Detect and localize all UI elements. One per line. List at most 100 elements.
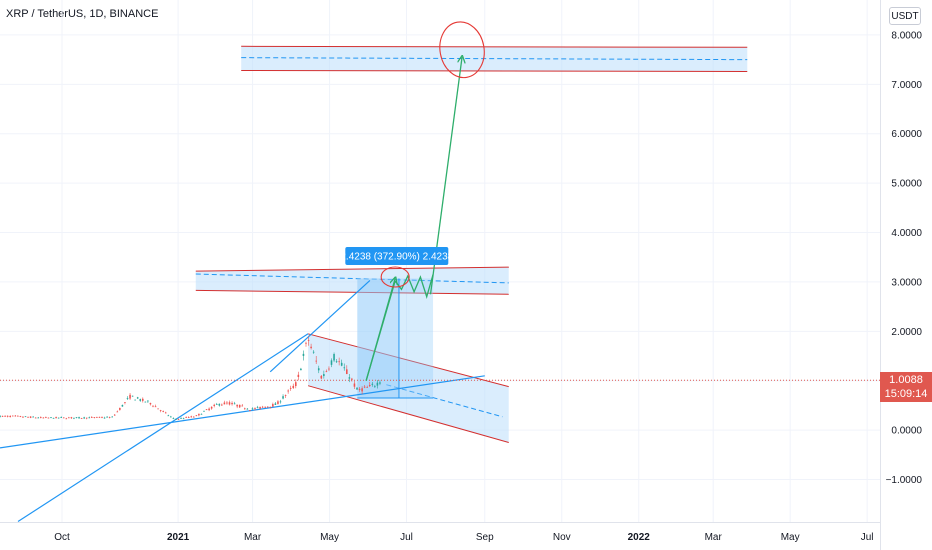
candle-body (221, 404, 223, 406)
resistance-circle (380, 266, 410, 288)
candle-body (73, 417, 75, 419)
candle-body (333, 354, 335, 361)
trendline-extension (269, 280, 371, 373)
candle-body (244, 408, 246, 410)
candle-body (295, 382, 297, 387)
candle-body (346, 369, 348, 375)
candle-body (4, 415, 6, 417)
candle-body (284, 395, 287, 396)
candle-body (226, 402, 228, 404)
price-axis: 8.0000 7.0000 6.0000 5.0000 4.0000 3.0000 2.00… (880, 0, 922, 550)
candle-body (259, 406, 261, 409)
time-axis: Oct 2021 Mar May Jul Sep Nov 2022 Mar May Jul (0, 522, 880, 543)
support-trendline (0, 375, 485, 449)
candle-body (228, 402, 231, 405)
candle-body (297, 374, 300, 378)
candle-body (272, 404, 274, 407)
candle-body (328, 368, 330, 370)
x-tick-label: 2021 (167, 532, 190, 543)
candle-body (320, 375, 323, 379)
candle-body (190, 416, 193, 418)
candle-body (136, 397, 139, 399)
candle-body (152, 405, 154, 407)
candle-body (68, 417, 70, 419)
price-candles (0, 336, 381, 420)
candle-body (238, 404, 241, 408)
candle-body (353, 383, 356, 387)
candle-body (182, 418, 185, 420)
candle-body (103, 417, 106, 419)
x-tick-label: Mar (244, 532, 262, 543)
candle-body (282, 396, 284, 399)
x-tick-label: Oct (54, 532, 70, 543)
x-tick-label: Sep (476, 532, 494, 543)
candle-body (80, 418, 83, 419)
candle-body (261, 406, 264, 408)
candle-body (300, 368, 302, 371)
candle-body (78, 417, 80, 419)
candle-body (32, 416, 34, 418)
candle-body (98, 416, 101, 418)
candle-body (302, 353, 305, 356)
zone-top-line (241, 45, 748, 48)
candle-body (374, 386, 376, 388)
candle-body (279, 401, 282, 403)
candle-body (14, 415, 17, 417)
candle-body (251, 408, 254, 410)
candle-body (85, 417, 88, 419)
candle-body (111, 416, 113, 418)
candle-body (330, 360, 333, 365)
candle-body (379, 382, 381, 384)
candle-body (180, 417, 182, 419)
candle-body (29, 416, 32, 418)
candle-body (93, 417, 96, 418)
candle-body (9, 415, 11, 418)
candle-body (264, 406, 266, 408)
candle-body (208, 408, 210, 411)
currency-button[interactable]: USDT (889, 7, 921, 25)
y-tick-label: 3.0000 (891, 277, 922, 288)
candle-body (185, 417, 187, 418)
zone-bottom-line (241, 70, 748, 73)
candle-body (17, 415, 19, 417)
candle-body (70, 417, 73, 419)
candle-body (358, 388, 361, 390)
candle-body (269, 406, 272, 408)
candle-body (149, 403, 152, 405)
y-tick-label: 2.0000 (891, 327, 922, 338)
measure-box (398, 278, 434, 399)
candle-body (266, 406, 269, 408)
candle-body (340, 362, 343, 366)
candle-body (19, 416, 22, 417)
candle-body (22, 416, 24, 418)
candle-body (325, 371, 328, 373)
candle-body (0, 415, 1, 418)
last-price-value: 1.0088 (889, 374, 923, 386)
y-tick-label: 8.0000 (891, 30, 922, 41)
candle-body (144, 401, 147, 403)
candle-body (305, 342, 307, 344)
candle-body (287, 390, 289, 392)
candle-body (210, 406, 213, 409)
y-tick-label: 7.0000 (891, 80, 922, 91)
x-tick-label: May (781, 532, 800, 543)
candle-body (236, 404, 238, 407)
candle-body (307, 340, 310, 341)
candle-body (134, 399, 136, 401)
measure-label: 2.4238 (372.90%) 2.4238 (340, 252, 453, 263)
candle-body (47, 417, 50, 419)
candle-body (91, 417, 93, 418)
x-tick-label: Jul (400, 532, 413, 543)
candle-body (356, 387, 358, 390)
candle-body (159, 410, 162, 411)
candle-body (170, 416, 172, 418)
candle-body (187, 417, 190, 419)
candle-body (348, 377, 351, 379)
candle-body (193, 416, 195, 418)
candle-body (371, 383, 374, 385)
x-tick-label: 2022 (628, 532, 651, 543)
candle-body (139, 399, 142, 401)
candle-body (106, 416, 108, 418)
x-tick-label: Jul (861, 532, 874, 543)
